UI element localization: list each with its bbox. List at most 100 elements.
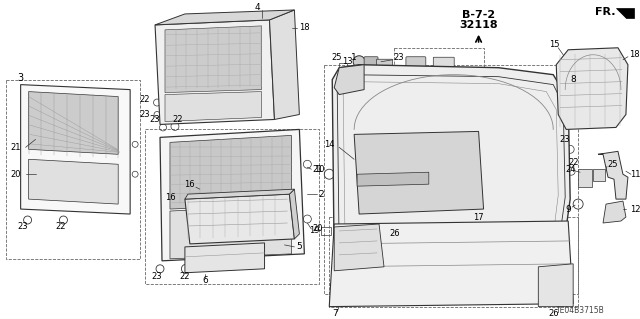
- FancyBboxPatch shape: [433, 57, 454, 68]
- Text: 23: 23: [560, 135, 570, 144]
- Polygon shape: [160, 130, 305, 261]
- Polygon shape: [185, 189, 294, 199]
- Text: 19: 19: [309, 226, 319, 235]
- Polygon shape: [170, 135, 291, 209]
- Polygon shape: [155, 20, 275, 124]
- Circle shape: [353, 56, 365, 68]
- FancyBboxPatch shape: [190, 248, 244, 254]
- Circle shape: [275, 237, 289, 251]
- Polygon shape: [536, 244, 558, 264]
- FancyBboxPatch shape: [364, 57, 378, 67]
- Polygon shape: [155, 10, 294, 25]
- FancyBboxPatch shape: [406, 74, 426, 93]
- Text: 22: 22: [568, 158, 579, 167]
- Bar: [145, 130, 319, 284]
- Polygon shape: [29, 159, 118, 204]
- FancyBboxPatch shape: [336, 256, 368, 266]
- Polygon shape: [269, 10, 300, 120]
- Text: 17: 17: [473, 212, 484, 221]
- Text: 23: 23: [150, 115, 161, 124]
- Bar: [394, 48, 484, 102]
- Polygon shape: [332, 65, 570, 271]
- FancyBboxPatch shape: [360, 175, 401, 183]
- Text: FR.: FR.: [595, 7, 615, 17]
- Text: 7: 7: [332, 309, 338, 318]
- Bar: [6, 80, 140, 259]
- Polygon shape: [334, 224, 384, 271]
- Text: 11: 11: [630, 170, 640, 179]
- Polygon shape: [334, 65, 364, 94]
- Text: TE04B3715B: TE04B3715B: [556, 306, 605, 315]
- Text: 8: 8: [570, 75, 576, 84]
- Polygon shape: [165, 92, 262, 122]
- Text: 13: 13: [342, 57, 353, 66]
- Text: 26: 26: [548, 309, 559, 318]
- Polygon shape: [556, 48, 628, 130]
- Text: 18: 18: [299, 23, 310, 32]
- Text: 9: 9: [565, 204, 571, 213]
- Polygon shape: [357, 172, 429, 186]
- FancyBboxPatch shape: [399, 239, 409, 247]
- Polygon shape: [329, 221, 573, 307]
- Circle shape: [95, 166, 105, 176]
- Polygon shape: [185, 194, 294, 244]
- Circle shape: [103, 183, 111, 191]
- FancyBboxPatch shape: [406, 57, 426, 69]
- FancyBboxPatch shape: [167, 96, 224, 113]
- Text: 22: 22: [55, 222, 66, 232]
- Text: 25: 25: [331, 53, 342, 62]
- Polygon shape: [29, 92, 118, 154]
- Text: 10: 10: [314, 165, 324, 174]
- Polygon shape: [354, 131, 484, 214]
- Circle shape: [243, 99, 253, 108]
- Polygon shape: [20, 85, 130, 214]
- Text: 26: 26: [390, 229, 400, 239]
- Text: 22: 22: [180, 272, 190, 281]
- Bar: [329, 217, 578, 307]
- Text: 24: 24: [565, 165, 575, 174]
- Text: 18: 18: [630, 50, 640, 59]
- Polygon shape: [598, 151, 628, 199]
- Text: 2: 2: [319, 189, 324, 199]
- Polygon shape: [506, 251, 533, 269]
- Text: 25: 25: [608, 160, 618, 169]
- FancyBboxPatch shape: [433, 77, 449, 91]
- FancyBboxPatch shape: [593, 169, 605, 181]
- FancyBboxPatch shape: [376, 59, 392, 67]
- Text: 21: 21: [10, 143, 21, 152]
- Circle shape: [226, 98, 237, 109]
- Text: 22: 22: [140, 95, 150, 104]
- Polygon shape: [165, 26, 262, 93]
- Text: 12: 12: [630, 204, 640, 213]
- FancyBboxPatch shape: [35, 161, 92, 191]
- Text: 23: 23: [17, 222, 28, 232]
- Text: 1: 1: [351, 53, 357, 62]
- Text: 5: 5: [296, 242, 302, 251]
- Text: B-7-2: B-7-2: [462, 10, 495, 20]
- FancyBboxPatch shape: [556, 294, 568, 302]
- Text: 21: 21: [312, 165, 323, 174]
- Polygon shape: [538, 264, 573, 307]
- Text: 6: 6: [202, 276, 208, 285]
- Circle shape: [260, 218, 278, 236]
- FancyBboxPatch shape: [174, 213, 255, 248]
- Text: 22: 22: [173, 115, 183, 124]
- Bar: [324, 65, 578, 294]
- Text: 32118: 32118: [460, 20, 498, 30]
- Text: 23: 23: [152, 272, 163, 281]
- Polygon shape: [289, 189, 300, 239]
- Polygon shape: [185, 243, 264, 273]
- Text: 4: 4: [255, 4, 260, 12]
- Text: 3: 3: [17, 73, 24, 83]
- Text: 14: 14: [324, 140, 335, 149]
- Polygon shape: [616, 8, 634, 18]
- Text: 20: 20: [312, 225, 323, 234]
- Polygon shape: [603, 201, 626, 223]
- Polygon shape: [170, 205, 291, 259]
- Text: 20: 20: [10, 170, 21, 179]
- Text: 15: 15: [549, 40, 559, 49]
- Text: 16: 16: [164, 193, 175, 202]
- FancyBboxPatch shape: [578, 169, 592, 187]
- FancyBboxPatch shape: [486, 269, 502, 279]
- Text: 16: 16: [184, 180, 195, 189]
